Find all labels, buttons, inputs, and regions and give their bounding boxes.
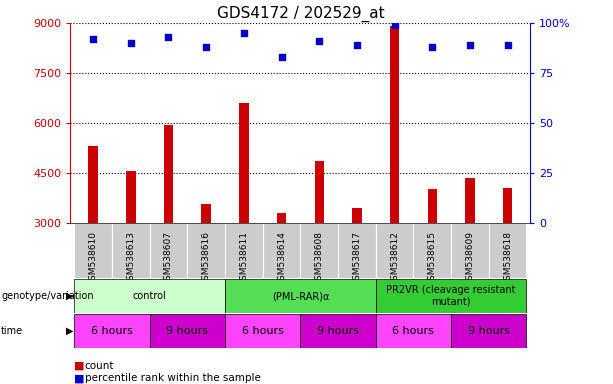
Point	[201, 44, 211, 50]
Bar	[300, 223, 338, 278]
Text: ▶: ▶	[66, 326, 74, 336]
Bar	[451, 314, 527, 348]
Text: GSM538615: GSM538615	[428, 231, 437, 286]
Text: control: control	[133, 291, 167, 301]
Text: GSM538613: GSM538613	[126, 231, 135, 286]
Point	[427, 44, 437, 50]
Point	[88, 36, 98, 42]
Text: GSM538612: GSM538612	[390, 231, 399, 286]
Bar	[413, 223, 451, 278]
Bar	[74, 279, 225, 313]
Bar	[126, 171, 135, 223]
Point	[352, 42, 362, 48]
Text: GSM538609: GSM538609	[465, 231, 474, 286]
Bar	[338, 223, 376, 278]
Bar	[150, 223, 188, 278]
Text: GSM538614: GSM538614	[277, 231, 286, 286]
Bar	[88, 146, 98, 223]
Point	[239, 30, 249, 36]
Text: 6 hours: 6 hours	[242, 326, 284, 336]
Text: GSM538610: GSM538610	[89, 231, 97, 286]
Point	[503, 42, 512, 48]
Text: 6 hours: 6 hours	[91, 326, 133, 336]
Text: ▶: ▶	[66, 291, 74, 301]
Bar	[150, 314, 225, 348]
Text: GSM538616: GSM538616	[202, 231, 211, 286]
Bar	[225, 223, 263, 278]
Point	[390, 22, 400, 28]
Bar	[451, 223, 489, 278]
Bar	[314, 161, 324, 223]
Text: ■: ■	[74, 373, 84, 383]
Text: percentile rank within the sample: percentile rank within the sample	[85, 373, 261, 383]
Text: 6 hours: 6 hours	[392, 326, 435, 336]
Text: (PML-RAR)α: (PML-RAR)α	[272, 291, 329, 301]
Text: ■: ■	[74, 361, 84, 371]
Bar	[376, 314, 451, 348]
Bar	[188, 223, 225, 278]
Text: count: count	[85, 361, 114, 371]
Bar	[300, 314, 376, 348]
Bar	[263, 223, 300, 278]
Text: GSM538608: GSM538608	[314, 231, 324, 286]
Bar	[503, 188, 512, 223]
Title: GDS4172 / 202529_at: GDS4172 / 202529_at	[216, 5, 384, 22]
Bar	[277, 213, 286, 223]
Bar	[164, 124, 173, 223]
Point	[465, 42, 475, 48]
Point	[164, 34, 173, 40]
Text: GSM538617: GSM538617	[352, 231, 362, 286]
Text: 9 hours: 9 hours	[317, 326, 359, 336]
Text: GSM538611: GSM538611	[239, 231, 248, 286]
Text: 9 hours: 9 hours	[468, 326, 510, 336]
Bar	[202, 204, 211, 223]
Text: 9 hours: 9 hours	[166, 326, 208, 336]
Bar	[489, 223, 527, 278]
Text: genotype/variation: genotype/variation	[1, 291, 94, 301]
Text: GSM538618: GSM538618	[503, 231, 512, 286]
Point	[126, 40, 135, 46]
Bar	[225, 314, 300, 348]
Bar	[376, 223, 413, 278]
Text: PR2VR (cleavage resistant
mutant): PR2VR (cleavage resistant mutant)	[386, 285, 516, 307]
Bar	[239, 103, 248, 223]
Bar	[390, 26, 399, 223]
Text: time: time	[1, 326, 23, 336]
Bar	[465, 178, 474, 223]
Bar	[112, 223, 150, 278]
Bar	[352, 208, 362, 223]
Bar	[74, 314, 150, 348]
Point	[314, 38, 324, 44]
Bar	[427, 189, 437, 223]
Bar	[225, 279, 376, 313]
Text: GSM538607: GSM538607	[164, 231, 173, 286]
Bar	[376, 279, 527, 313]
Bar	[74, 223, 112, 278]
Point	[276, 54, 286, 60]
